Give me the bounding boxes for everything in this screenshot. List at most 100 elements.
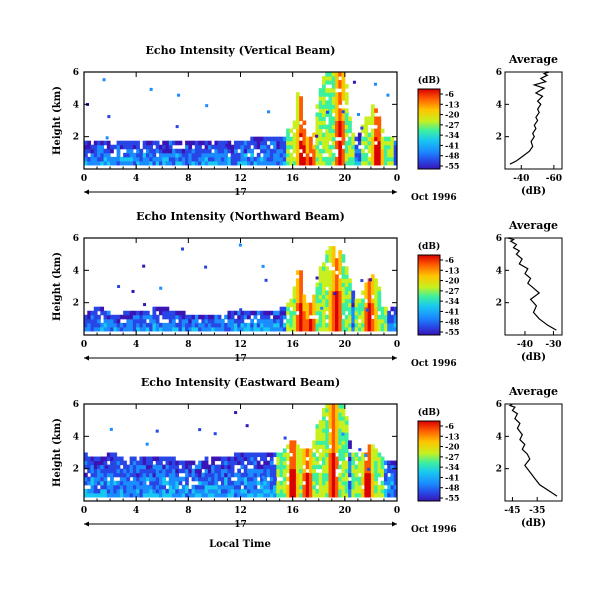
echo-cell	[198, 156, 202, 162]
echo-cell	[250, 318, 255, 324]
echo-cell	[142, 468, 147, 474]
echo-cell	[204, 472, 209, 478]
day-label: 17	[234, 520, 247, 530]
echo-cell	[84, 144, 88, 150]
echo-cell	[299, 108, 303, 113]
echo-cell	[393, 326, 397, 332]
echo-cell	[282, 136, 287, 142]
echo-cell	[325, 314, 330, 320]
echo-cell	[367, 468, 372, 474]
echo-cell	[331, 136, 336, 142]
echo-cell	[315, 120, 320, 126]
echo-cell	[84, 460, 88, 466]
echo-cell	[87, 456, 92, 462]
echo-cell	[328, 294, 333, 300]
echo-cell	[354, 488, 359, 494]
echo-cell	[292, 310, 297, 316]
echo-cell	[361, 152, 365, 158]
echo-cell	[286, 128, 290, 134]
echo-cell	[220, 484, 225, 490]
echo-cell	[351, 156, 356, 162]
echo-cell	[315, 152, 320, 158]
echo-cell	[119, 480, 124, 486]
echo-cell	[374, 448, 378, 453]
echo-cell	[341, 452, 346, 458]
echo-cell	[357, 132, 362, 138]
echo-cell	[322, 468, 326, 474]
echo-cell	[230, 468, 235, 474]
echo-cell	[322, 132, 326, 138]
echo-cell	[211, 468, 215, 474]
echo-cell	[338, 278, 343, 283]
day-span-arrow-left	[84, 189, 89, 195]
echo-cell	[158, 456, 163, 462]
echo-cell	[387, 144, 391, 150]
echo-cell	[132, 318, 137, 324]
echo-cell	[331, 448, 336, 453]
echo-cell	[341, 120, 346, 126]
echo-cell	[292, 480, 297, 486]
echo-cell	[282, 310, 287, 316]
echo-cell	[367, 286, 372, 292]
echo-cell	[87, 476, 92, 482]
echo-cell	[207, 468, 212, 474]
echo-cell	[263, 464, 268, 470]
echo-cell	[328, 254, 333, 259]
echo-cell	[87, 322, 92, 328]
echo-speck	[238, 243, 242, 247]
echo-cell	[142, 140, 147, 146]
date-label: Oct 1996	[411, 193, 457, 203]
echo-cell	[354, 306, 359, 312]
echo-cell	[295, 306, 300, 312]
echo-cell	[335, 96, 339, 101]
echo-cell	[172, 314, 176, 320]
echo-cell	[116, 144, 121, 150]
echo-cell	[145, 144, 150, 150]
echo-cell	[351, 476, 356, 482]
echo-cell	[331, 160, 336, 166]
echo-cell	[97, 492, 101, 498]
echo-cell	[289, 468, 294, 474]
echo-cell	[119, 322, 124, 328]
echo-cell	[377, 322, 382, 328]
echo-cell	[325, 156, 330, 162]
echo-cell	[286, 488, 290, 494]
echo-cell	[256, 492, 261, 498]
echo-cell	[243, 452, 248, 458]
echo-cell	[256, 326, 261, 332]
echo-cell	[217, 488, 222, 494]
echo-cell	[119, 144, 124, 150]
echo-cell	[207, 160, 212, 166]
echo-cell	[204, 148, 209, 154]
average-x-label: (dB)	[521, 352, 546, 363]
echo-cell	[93, 310, 98, 316]
echo-cell	[240, 148, 245, 154]
colorbar-label: -48	[445, 151, 460, 161]
echo-cell	[295, 136, 300, 142]
echo-cell	[377, 456, 382, 462]
echo-cell	[322, 326, 326, 332]
echo-cell	[90, 476, 95, 482]
echo-cell	[185, 468, 189, 474]
echo-cell	[341, 76, 346, 81]
echo-cell	[335, 128, 339, 134]
echo-cell	[367, 116, 372, 121]
echo-cell	[185, 140, 189, 146]
echo-cell	[325, 464, 330, 470]
echo-cell	[139, 464, 144, 470]
echo-cell	[113, 156, 118, 162]
echo-cell	[152, 480, 157, 486]
echo-cell	[374, 452, 378, 458]
echo-cell	[256, 452, 261, 458]
echo-cell	[361, 160, 365, 166]
echo-cell	[315, 136, 320, 142]
echo-cell	[201, 140, 206, 146]
echo-cell	[364, 484, 369, 490]
echo-cell	[260, 310, 264, 316]
echo-cell	[93, 322, 98, 328]
echo-cell	[335, 428, 339, 433]
echo-cell	[220, 140, 225, 146]
echo-cell	[165, 322, 170, 328]
echo-cell	[325, 88, 330, 93]
echo-cell	[286, 156, 290, 162]
